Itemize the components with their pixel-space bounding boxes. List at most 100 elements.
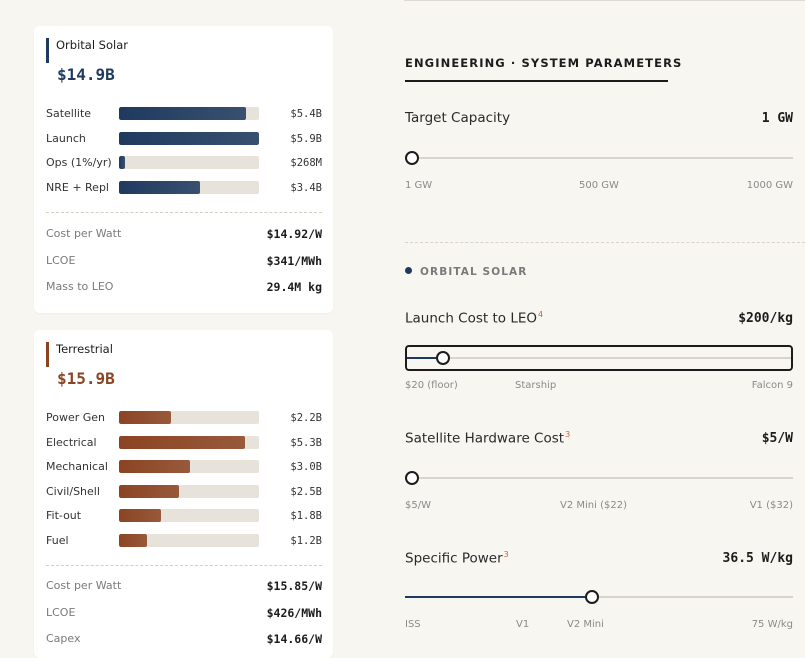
card-header: Orbital Solar $14.9B [46,38,128,84]
cost-bar-track [119,534,259,547]
cost-row-value: $5.4B [290,108,322,120]
cost-row-value: $5.9B [290,133,322,145]
footnote-marker[interactable]: 3 [565,430,571,439]
metric-row: LCOE $426/MWh [46,605,322,621]
cost-row: Mechanical $3.0B [46,459,322,475]
cost-bar-fill [119,460,191,473]
cost-row-label: Civil/Shell [46,485,100,498]
sat-hardware-label-text: Satellite Hardware Cost [405,430,565,447]
tick-label: 1 GW [405,180,433,191]
sat-hardware-slider[interactable] [405,466,793,490]
target-capacity-label: Target Capacity [405,110,510,126]
tick-label: $5/W [405,500,431,511]
sat-hardware-ticks: $5/W V2 Mini ($22) V1 ($32) [405,500,793,514]
tick-label: Starship [515,380,557,391]
cost-row-label: Launch [46,132,86,145]
card-total: $15.9B [57,369,115,388]
cost-row-value: $2.5B [290,486,322,498]
cost-row-value: $2.2B [290,412,322,424]
tick-label: V1 ($32) [749,500,793,511]
divider [46,565,322,566]
slider-rail [405,477,793,479]
launch-cost-label: Launch Cost to LEO4 [405,310,543,327]
slider-fill [407,357,436,359]
slider-rail [407,357,791,359]
target-capacity-slider[interactable] [405,146,793,170]
launch-cost-slider[interactable] [405,345,793,371]
cost-bar-fill [119,181,201,194]
slider-thumb[interactable] [585,590,600,604]
cost-bar-track [119,132,259,145]
cost-bar-fill [119,534,147,547]
cost-row: Electrical $5.3B [46,435,322,451]
slider-rail [405,157,793,159]
metric-label: Cost per Watt [46,579,122,592]
orbital-solar-section-title: ORBITAL SOLAR [405,266,527,278]
cost-bar-track [119,107,259,120]
orbital-solar-card: Orbital Solar $14.9B Satellite $5.4B Lau… [34,26,333,313]
tick-label: $20 (floor) [405,380,458,391]
tick-label: V1 [516,619,530,630]
specific-power-ticks: ISS V1 V2 Mini 75 W/kg [405,619,793,633]
metric-row: Cost per Watt $14.92/W [46,226,322,242]
slider-thumb[interactable] [435,351,450,365]
cost-row-label: Ops (1%/yr) [46,156,112,169]
cost-row-label: Power Gen [46,411,106,424]
cost-bar-track [119,411,259,424]
cost-row-label: NRE + Repl [46,181,109,194]
cost-row-value: $3.0B [290,461,322,473]
specific-power-slider[interactable] [405,585,793,609]
section-underline [405,80,668,82]
tick-label: 75 W/kg [751,619,793,630]
cost-row: Ops (1%/yr) $268M [46,155,322,171]
tick-label: V2 Mini ($22) [560,500,627,511]
specific-power-label-text: Specific Power [405,550,503,567]
cost-row: Civil/Shell $2.5B [46,484,322,500]
section-title: ENGINEERING · SYSTEM PARAMETERS [405,56,683,70]
section-dot-icon [405,267,412,274]
cost-bar-track [119,460,259,473]
specific-power-label: Specific Power3 [405,550,509,567]
panel-top-border [404,0,805,1]
metric-value: 29.4M kg [266,280,322,294]
cost-bar-track [119,156,259,169]
slider-thumb[interactable] [405,471,419,485]
cost-row-value: $1.8B [290,510,322,522]
footnote-marker[interactable]: 3 [503,550,509,559]
cost-bar-track [119,509,259,522]
cost-row-value: $1.2B [290,535,322,547]
slider-thumb[interactable] [405,151,419,165]
sat-hardware-label: Satellite Hardware Cost3 [405,430,570,447]
card-total: $14.9B [57,65,115,84]
section-separator [405,242,805,243]
footnote-marker[interactable]: 4 [538,310,544,319]
cost-row: Fuel $1.2B [46,533,322,549]
cost-bar-track [119,181,259,194]
launch-cost-label-text: Launch Cost to LEO [405,310,538,327]
cost-bar-track [119,436,259,449]
tick-label: ISS [405,619,421,630]
cost-row-label: Mechanical [46,460,108,473]
target-capacity-ticks: 1 GW 500 GW 1000 GW [405,180,793,194]
cost-row-value: $268M [290,157,322,169]
cost-row: Fit-out $1.8B [46,508,322,524]
cost-row-label: Fuel [46,534,69,547]
card-header: Terrestrial $15.9B [46,342,115,388]
metric-value: $341/MWh [266,254,322,268]
card-title: Terrestrial [56,342,113,356]
metric-row: LCOE $341/MWh [46,253,322,269]
target-capacity-value: 1 GW [761,111,793,126]
metric-row: Mass to LEO 29.4M kg [46,279,322,295]
cost-bar-fill [119,156,125,169]
tick-label: Falcon 9 [751,380,793,391]
cost-bar-fill [119,485,180,498]
launch-cost-value: $200/kg [738,311,793,326]
metric-label: Cost per Watt [46,227,122,240]
cost-row-value: $5.3B [290,437,322,449]
cost-bar-track [119,485,259,498]
cost-bar-fill [119,107,247,120]
divider [46,212,322,213]
metric-label: Mass to LEO [46,280,114,293]
cost-row: Satellite $5.4B [46,106,322,122]
tick-label: V2 Mini [567,619,604,630]
